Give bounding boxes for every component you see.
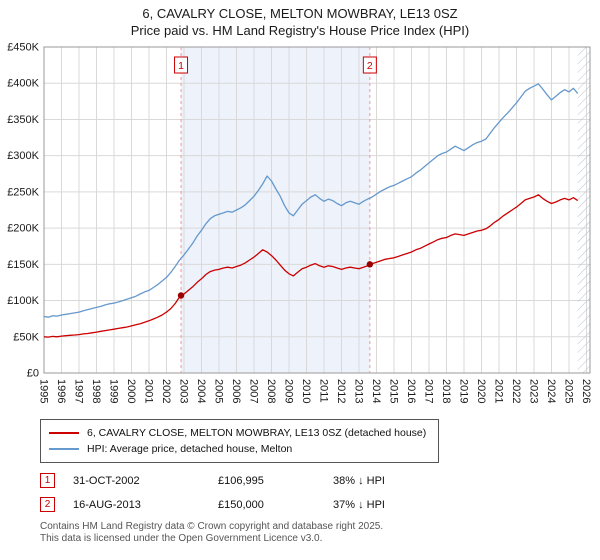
svg-text:£400K: £400K [7,78,39,90]
svg-text:£50K: £50K [13,331,39,343]
transaction-2-marker: 2 [40,497,55,512]
svg-text:£300K: £300K [7,150,39,162]
transaction-row-2: 2 16-AUG-2013 £150,000 37% ↓ HPI [40,497,600,512]
svg-text:2000: 2000 [125,379,137,403]
svg-text:2026: 2026 [580,379,592,403]
price-history-chart: 1 2 £0 £50K £100K £150K £200K £250K £300K £350K £4… [7,42,592,404]
svg-text:2023: 2023 [528,379,540,403]
svg-text:2024: 2024 [545,379,557,403]
transaction-row-1: 1 31-OCT-2002 £106,995 38% ↓ HPI [40,473,600,488]
chart-legend: 6, CAVALRY CLOSE, MELTON MOWBRAY, LE13 0… [40,419,440,463]
svg-text:2012: 2012 [335,379,347,403]
legend-line-blue-icon [49,448,79,450]
svg-text:2010: 2010 [300,379,312,403]
svg-text:1999: 1999 [108,379,120,403]
svg-text:£350K: £350K [7,114,39,126]
transaction-1-marker: 1 [40,473,55,488]
svg-text:1995: 1995 [38,379,50,403]
legend-item-hpi: HPI: Average price, detached house, Melt… [49,441,426,457]
svg-text:1997: 1997 [73,379,85,403]
svg-text:1998: 1998 [90,379,102,403]
svg-text:2007: 2007 [248,379,260,403]
svg-text:2020: 2020 [475,379,487,403]
svg-text:£0: £0 [27,368,39,380]
svg-text:2009: 2009 [283,379,295,403]
svg-text:2015: 2015 [388,379,400,403]
svg-text:2022: 2022 [510,379,522,403]
svg-text:2011: 2011 [318,379,330,403]
svg-text:2019: 2019 [458,379,470,403]
svg-text:2002: 2002 [160,379,172,403]
svg-text:2013: 2013 [353,379,365,403]
svg-text:£100K: £100K [7,295,39,307]
svg-text:1: 1 [178,60,184,72]
chart-header: 6, CAVALRY CLOSE, MELTON MOWBRAY, LE13 0… [0,0,600,39]
svg-text:1996: 1996 [55,379,67,403]
svg-text:£200K: £200K [7,223,39,235]
legend-item-property: 6, CAVALRY CLOSE, MELTON MOWBRAY, LE13 0… [49,425,426,441]
transaction-2-date: 16-AUG-2013 [73,498,141,511]
transaction-2-price: £150,000 [218,498,264,511]
svg-text:2018: 2018 [440,379,452,403]
page-subtitle: Price paid vs. HM Land Registry's House … [130,23,470,38]
transaction-1-date: 31-OCT-2002 [73,474,140,487]
svg-text:2008: 2008 [265,379,277,403]
transaction-list: 1 31-OCT-2002 £106,995 38% ↓ HPI 2 16-AU… [40,473,600,512]
svg-text:£250K: £250K [7,186,39,198]
svg-text:2014: 2014 [370,379,382,403]
svg-text:2021: 2021 [493,379,505,403]
svg-text:£450K: £450K [7,42,39,54]
attribution-line-1: Contains HM Land Registry data © Crown c… [40,521,384,532]
svg-text:£150K: £150K [7,259,39,271]
svg-text:2017: 2017 [423,379,435,403]
svg-text:2001: 2001 [143,379,155,403]
svg-text:2004: 2004 [195,379,207,403]
legend-line-red-icon [49,432,79,434]
svg-text:2: 2 [367,60,373,72]
svg-text:2016: 2016 [405,379,417,403]
legend-label-property: 6, CAVALRY CLOSE, MELTON MOWBRAY, LE13 0… [87,427,427,439]
svg-text:2005: 2005 [213,379,225,403]
transaction-1-hpi-delta: 38% ↓ HPI [333,474,385,487]
attribution-line-2: This data is licensed under the Open Gov… [40,533,323,544]
transaction-2-hpi-delta: 37% ↓ HPI [333,498,385,511]
attribution-footer: Contains HM Land Registry data © Crown c… [40,521,600,545]
svg-text:2025: 2025 [563,379,575,403]
svg-text:2003: 2003 [178,379,190,403]
transaction-1-price: £106,995 [218,474,264,487]
page-title: 6, CAVALRY CLOSE, MELTON MOWBRAY, LE13 0… [142,6,458,21]
legend-label-hpi: HPI: Average price, detached house, Melt… [87,443,293,455]
svg-text:2006: 2006 [230,379,242,403]
